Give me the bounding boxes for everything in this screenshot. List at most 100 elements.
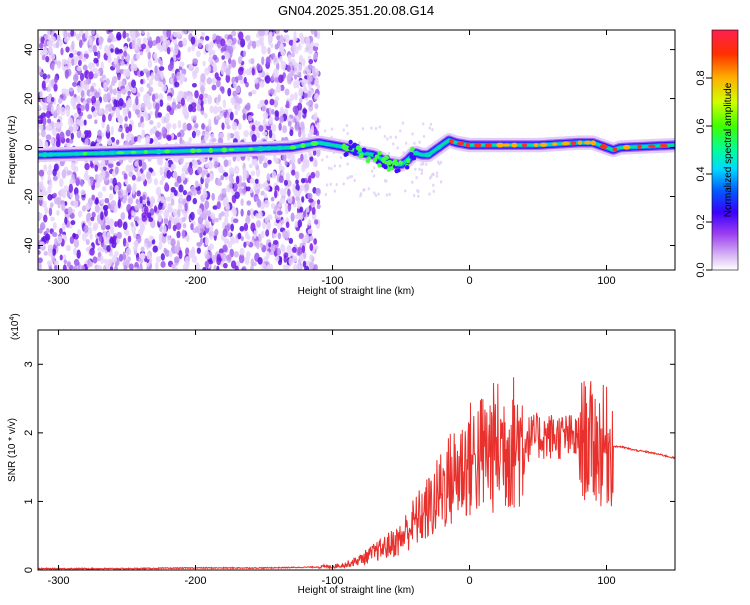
noise-speck	[75, 33, 80, 40]
ridge-peak	[190, 148, 196, 154]
noise-speck	[235, 85, 241, 94]
noise-speck	[62, 254, 67, 261]
noise-speck	[212, 54, 218, 61]
noise-speck	[292, 39, 297, 49]
ridge-blob	[377, 162, 382, 168]
noise-speck	[49, 202, 54, 208]
noise-speck	[182, 122, 188, 132]
noise-speck	[266, 173, 271, 182]
noise-speck	[81, 133, 86, 139]
noise-speck	[290, 70, 295, 77]
spectrogram-frame	[37, 29, 676, 271]
noise-speck	[253, 182, 259, 191]
noise-speck	[122, 189, 129, 198]
snr-x-tick-label: 0	[466, 575, 472, 587]
noise-speck	[303, 234, 309, 244]
noise-speck	[96, 255, 102, 262]
noise-speck	[71, 58, 75, 66]
noise-speck	[248, 66, 252, 76]
noise-speck	[89, 233, 93, 240]
noise-speck	[226, 132, 231, 141]
noise-speck	[84, 138, 89, 146]
noise-speck	[129, 163, 135, 171]
noise-speck	[268, 37, 273, 42]
noise-speck	[250, 170, 256, 176]
noise-speck	[103, 81, 108, 92]
noise-speck	[139, 51, 144, 56]
noise-speck	[290, 212, 295, 222]
noise-speck	[146, 200, 151, 206]
noise-speck	[124, 178, 129, 185]
noise-speck	[81, 265, 86, 270]
noise-speck	[56, 209, 60, 216]
noise-speck	[308, 151, 313, 158]
noise-speck	[154, 65, 158, 75]
noise-speck	[72, 97, 77, 106]
noise-speck	[40, 112, 47, 118]
noise-speck	[155, 130, 160, 138]
noise-speck	[38, 169, 45, 177]
noise-speck	[370, 126, 373, 130]
noise-speck	[293, 80, 298, 89]
noise-speck	[265, 186, 270, 191]
noise-speck	[312, 72, 317, 79]
noise-speck	[271, 123, 277, 133]
noise-speck	[298, 43, 302, 51]
noise-speck	[88, 36, 93, 46]
noise-speck	[186, 90, 191, 96]
noise-speck	[311, 206, 316, 215]
noise-speck	[115, 237, 120, 245]
noise-speck	[420, 168, 424, 172]
noise-speck	[39, 241, 45, 248]
noise-speck	[302, 108, 308, 115]
noise-speck	[224, 239, 229, 245]
spectrogram-x-tick-label: -300	[48, 275, 70, 287]
noise-speck	[172, 171, 178, 178]
noise-speck	[118, 253, 124, 262]
noise-speck	[238, 31, 244, 41]
noise-speck	[293, 189, 299, 197]
ridge-peak	[208, 147, 214, 153]
ridge-peak	[56, 152, 61, 157]
ridge-peak	[502, 143, 511, 147]
noise-speck	[261, 56, 265, 65]
noise-speck	[280, 219, 285, 225]
noise-speck	[59, 227, 63, 235]
noise-speck	[278, 175, 284, 183]
noise-speck	[145, 135, 151, 144]
noise-speck	[261, 105, 267, 112]
noise-speck	[184, 202, 188, 212]
noise-speck	[333, 164, 336, 168]
noise-speck	[117, 218, 123, 229]
noise-speck	[124, 229, 130, 236]
noise-speck	[346, 176, 349, 180]
noise-speck	[204, 177, 210, 184]
noise-speck	[71, 40, 75, 50]
noise-speck	[314, 93, 320, 100]
noise-speck	[77, 59, 82, 67]
noise-speck	[303, 159, 309, 169]
noise-speck	[45, 55, 50, 63]
noise-speck	[220, 65, 225, 75]
noise-speck	[131, 87, 137, 94]
noise-speck	[342, 182, 345, 186]
noise-speck	[230, 260, 237, 269]
noise-speck	[66, 170, 73, 176]
noise-speck	[278, 122, 282, 131]
noise-speck	[307, 55, 312, 61]
ridge-peak	[484, 142, 493, 148]
noise-speck	[76, 249, 81, 259]
noise-speck	[270, 244, 276, 253]
ridge-blob	[351, 143, 356, 149]
noise-speck	[67, 206, 73, 215]
noise-speck	[196, 50, 201, 58]
noise-speck	[146, 241, 153, 248]
noise-speck	[164, 182, 169, 191]
noise-speck	[131, 79, 137, 88]
noise-speck	[299, 206, 304, 213]
noise-speck	[183, 106, 188, 112]
ridge-peak	[496, 142, 504, 148]
noise-speck	[84, 163, 90, 171]
noise-speck	[56, 104, 61, 114]
